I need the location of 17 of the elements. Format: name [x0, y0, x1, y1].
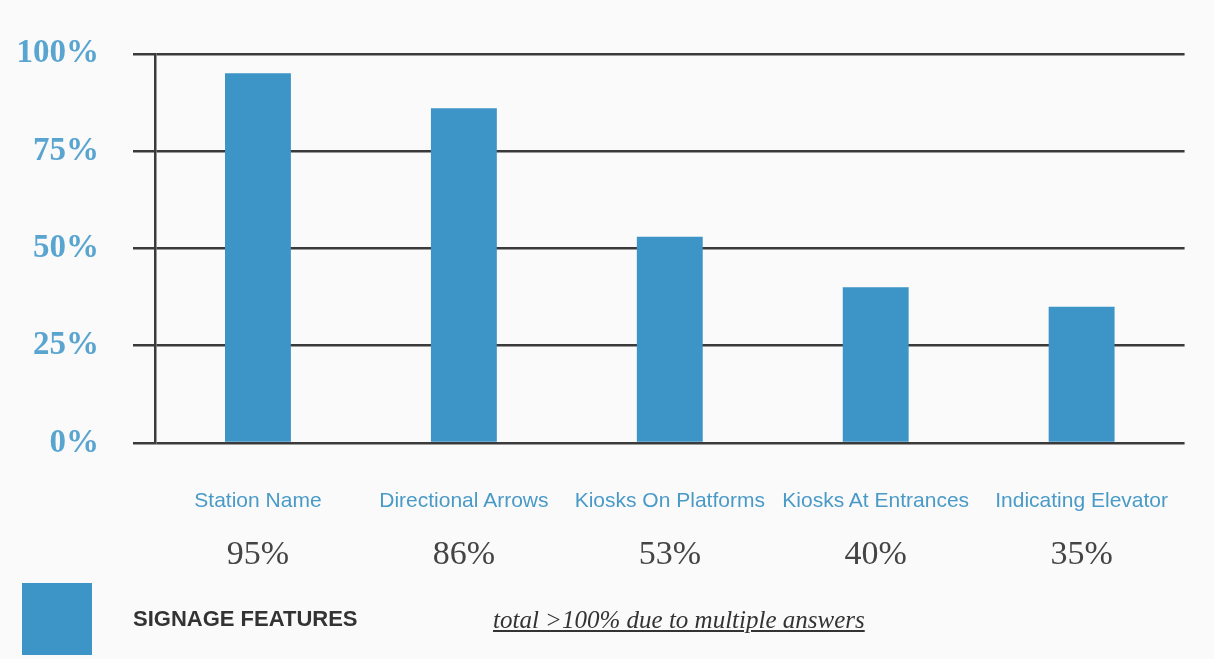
data-label: 95%	[226, 533, 290, 571]
text: SIGNAGE FEATURES	[133, 606, 358, 632]
x-tick-label: Kiosks At Entrances	[782, 488, 970, 512]
y-tick-label: 100%	[16, 33, 99, 70]
data-label: 53%	[638, 533, 701, 571]
data-label: 40%	[844, 533, 907, 571]
x-tick-label: Station Name	[194, 488, 322, 512]
text: total >100% due to multiple answers	[493, 606, 865, 634]
y-tick-label: 25%	[33, 325, 99, 362]
x-tick-label: Indicating Elevator	[995, 488, 1169, 512]
x-tick-label: Kiosks On Platforms	[574, 488, 765, 512]
y-tick-label: 0%	[49, 422, 99, 459]
data-label: 35%	[1050, 533, 1113, 571]
x-tick-label: Directional Arrows	[379, 488, 549, 512]
y-tick-label: 75%	[33, 130, 99, 167]
data-label: 86%	[432, 533, 496, 571]
y-tick-label: 50%	[33, 227, 99, 264]
